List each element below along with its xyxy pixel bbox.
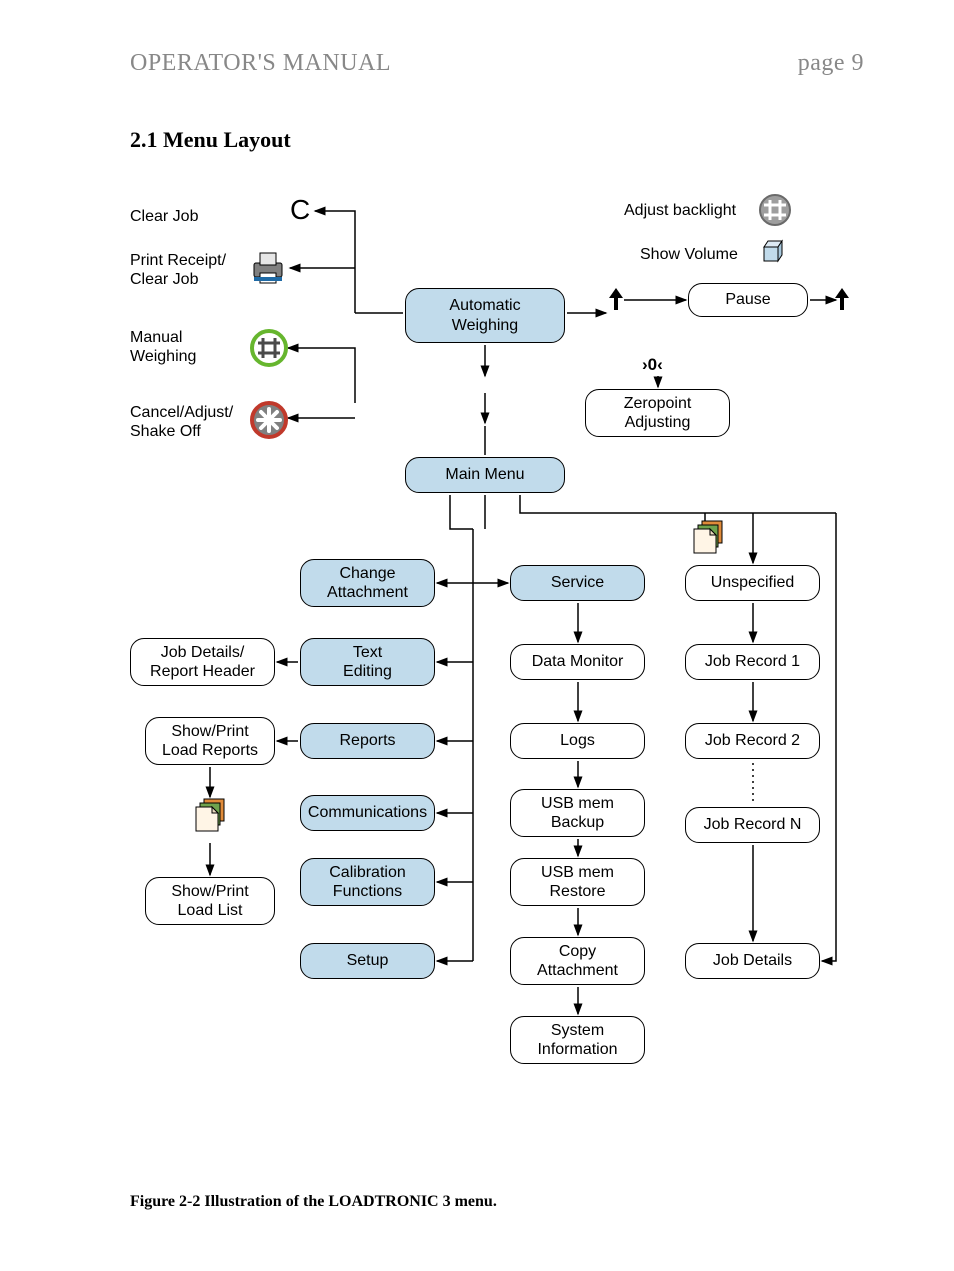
section-title: 2.1 Menu Layout (130, 127, 864, 153)
node-auto-weigh: Automatic Weighing (405, 288, 565, 343)
node-zeropoint: Zeropoint Adjusting (585, 389, 730, 437)
node-data-mon: Data Monitor (510, 644, 645, 680)
node-jrn: Job Record N (685, 807, 820, 843)
label-adjust-backlight: Adjust backlight (624, 201, 736, 220)
page-header: OPERATOR'S MANUAL page 9 (130, 50, 864, 77)
figure-caption: Figure 2-2 Illustration of the LOADTRONI… (130, 1193, 864, 1211)
node-copy-att: Copy Attachment (510, 937, 645, 985)
label-show-volume: Show Volume (640, 245, 738, 264)
up-arrow-2-icon (832, 285, 852, 318)
node-sys-info: System Information (510, 1016, 645, 1064)
document-stack-icon-2 (188, 797, 232, 844)
node-text-edit: Text Editing (300, 638, 435, 686)
label-cancel-adjust: Cancel/Adjust/ Shake Off (130, 403, 233, 441)
label-manual-weigh: Manual Weighing (130, 328, 196, 366)
node-jr1: Job Record 1 (685, 644, 820, 680)
node-usb-restore: USB mem Restore (510, 858, 645, 906)
zero-glyph: ›0‹ (642, 355, 663, 375)
document-stack-icon (686, 519, 730, 566)
node-comm: Communications (300, 795, 435, 831)
node-show-reports: Show/Print Load Reports (145, 717, 275, 765)
node-pause: Pause (688, 283, 808, 317)
volume-cube-icon (758, 237, 788, 272)
label-clear-job: Clear Job (130, 207, 198, 226)
manual-weighing-icon (250, 329, 288, 372)
node-calib: Calibration Functions (300, 858, 435, 906)
node-logs: Logs (510, 723, 645, 759)
node-job-details: Job Details (685, 943, 820, 979)
node-change-att: Change Attachment (300, 559, 435, 607)
menu-layout-diagram: C ›0‹ (130, 193, 850, 1093)
backlight-hash-icon (758, 193, 792, 232)
label-print-receipt: Print Receipt/ Clear Job (130, 251, 226, 289)
node-usb-backup: USB mem Backup (510, 789, 645, 837)
node-show-list: Show/Print Load List (145, 877, 275, 925)
up-arrow-1-icon (606, 285, 626, 318)
header-left: OPERATOR'S MANUAL (130, 50, 391, 77)
node-main-menu: Main Menu (405, 457, 565, 493)
node-unspec: Unspecified (685, 565, 820, 601)
printer-icon (248, 249, 288, 292)
header-right: page 9 (798, 50, 864, 77)
node-job-header: Job Details/ Report Header (130, 638, 275, 686)
node-service: Service (510, 565, 645, 601)
node-jr2: Job Record 2 (685, 723, 820, 759)
node-reports: Reports (300, 723, 435, 759)
cancel-icon (250, 401, 288, 444)
node-setup: Setup (300, 943, 435, 979)
c-letter: C (290, 193, 310, 227)
